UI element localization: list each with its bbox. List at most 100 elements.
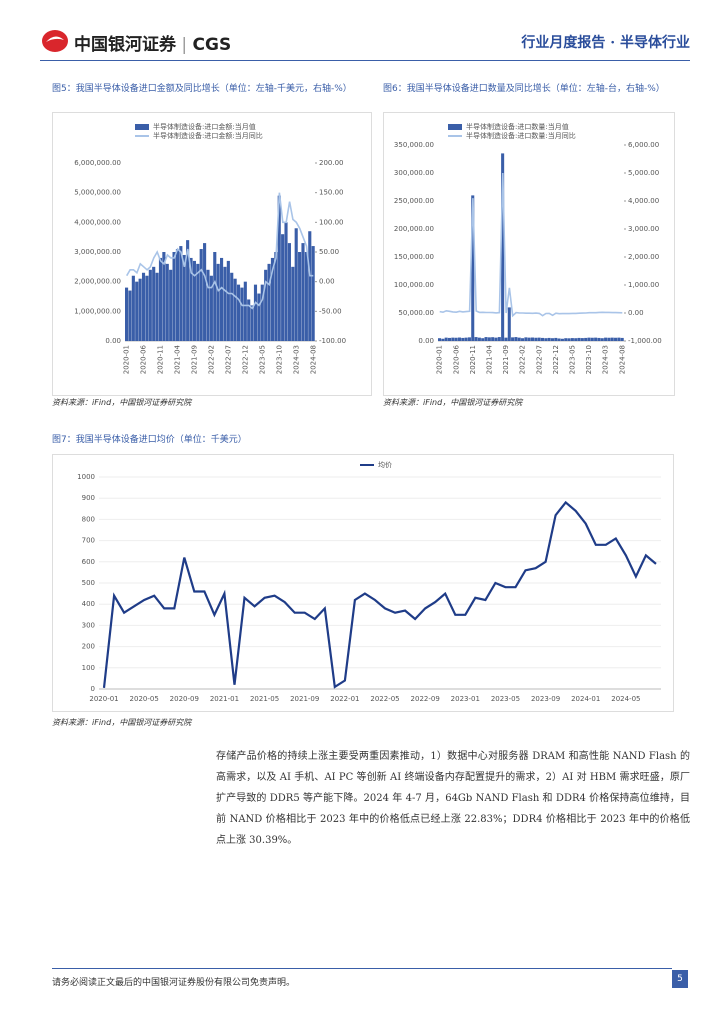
bar [233, 278, 237, 341]
bar [610, 337, 614, 341]
bar [260, 284, 264, 341]
bar [152, 266, 156, 341]
x-tick-label: 2022-07 [224, 345, 232, 374]
bar [477, 337, 481, 341]
bar [607, 337, 611, 341]
y2-tick-label: 200.00 [319, 159, 344, 167]
bar [172, 252, 176, 341]
bar [192, 260, 196, 341]
bar [481, 338, 485, 341]
logo-text: 中国银河证券 | CGS [74, 35, 232, 55]
y-tick-label: 500 [82, 579, 95, 587]
x-tick-label: 2024-03 [292, 345, 300, 374]
footer-rule [52, 968, 672, 969]
bar [230, 272, 234, 341]
bar [301, 243, 305, 341]
y-tick-label: 0 [91, 685, 95, 693]
x-tick-label: 2020-11 [157, 345, 165, 374]
y2-tick-label: 6,000.00 [628, 141, 659, 149]
x-tick-label: 2022-12 [241, 345, 249, 374]
bar [189, 257, 193, 341]
bar [600, 338, 604, 341]
bar [537, 337, 541, 341]
bar [444, 337, 448, 341]
bar [597, 337, 601, 341]
y-tick-label: 250,000.00 [394, 197, 434, 205]
x-tick-label: 2022-09 [411, 695, 440, 703]
bar [264, 269, 268, 341]
bar [298, 252, 302, 341]
bar [186, 240, 190, 341]
bar [557, 338, 561, 341]
bar [220, 257, 224, 341]
y2-tick-label: 50.00 [319, 248, 339, 256]
y-tick-label: 3,000,000.00 [74, 248, 121, 256]
bar [308, 231, 312, 341]
x-tick-label: 2021-04 [174, 344, 182, 374]
bar [281, 234, 285, 341]
x-tick-label: 2023-09 [531, 695, 560, 703]
bar [471, 195, 475, 341]
bar [179, 246, 183, 341]
bar [270, 257, 275, 341]
bar [257, 293, 261, 341]
bar [128, 290, 132, 341]
bar [574, 338, 578, 341]
bar [547, 337, 551, 341]
bar [441, 338, 445, 341]
bar [620, 337, 624, 341]
bar [158, 257, 163, 341]
page-number: 5 [672, 970, 688, 988]
bar [243, 281, 247, 341]
bar [138, 278, 142, 341]
x-tick-label: 2022-02 [208, 345, 216, 374]
logo-cn: 中国银河证券 [74, 35, 176, 55]
x-tick-label: 2020-05 [130, 695, 159, 703]
bar [240, 287, 244, 341]
x-tick-label: 2023-05 [491, 695, 520, 703]
x-tick-label: 2023-10 [275, 345, 283, 374]
y2-tick-label: -50.00 [319, 307, 342, 315]
bar [517, 337, 521, 341]
y2-tick-label: 5,000.00 [628, 169, 659, 177]
y2-tick-label: 4,000.00 [628, 197, 659, 205]
bar [524, 337, 528, 341]
bar [447, 337, 452, 341]
y-tick-label: 300 [82, 621, 95, 629]
bar [199, 249, 203, 341]
legend-label: 半导体制造设备:进口金额:当月同比 [153, 131, 263, 140]
figure-title: 图6：我国半导体设备进口数量及同比增长（单位：左轴-台，右轴-%） [383, 84, 665, 94]
y-tick-label: 350,000.00 [394, 141, 434, 149]
x-tick-label: 2023-10 [585, 345, 593, 374]
x-tick-label: 2020-01 [89, 695, 118, 703]
y-tick-label: 900 [82, 494, 95, 502]
bar [145, 275, 149, 341]
x-tick-label: 2020-01 [123, 345, 131, 374]
x-tick-label: 2024-08 [309, 345, 317, 374]
x-tick-label: 2020-06 [140, 344, 148, 374]
bar [284, 222, 288, 341]
bar [491, 337, 495, 341]
y-tick-label: 100,000.00 [394, 281, 434, 289]
bar [169, 269, 173, 341]
bar [287, 243, 291, 341]
bar [527, 337, 531, 341]
y-tick-label: 0.00 [105, 337, 121, 345]
bar [148, 269, 152, 341]
y-tick-label: 200,000.00 [394, 225, 434, 233]
x-tick-label: 2024-08 [618, 345, 626, 374]
source: 资料来源：iFind，中国银河证券研究院 [52, 398, 192, 407]
bar [247, 299, 251, 341]
bar [534, 337, 538, 341]
x-tick-label: 2022-02 [519, 345, 527, 374]
y-tick-label: 800 [82, 515, 95, 523]
bar [216, 263, 220, 341]
bar [206, 269, 210, 341]
y-tick-label: 100 [82, 664, 95, 672]
bar [226, 260, 230, 341]
y2-tick-label: -1,000.00 [628, 337, 662, 345]
bar [487, 337, 491, 341]
legend-label: 半导体制造设备:进口数量:当月值 [466, 122, 569, 131]
bar [570, 338, 574, 341]
